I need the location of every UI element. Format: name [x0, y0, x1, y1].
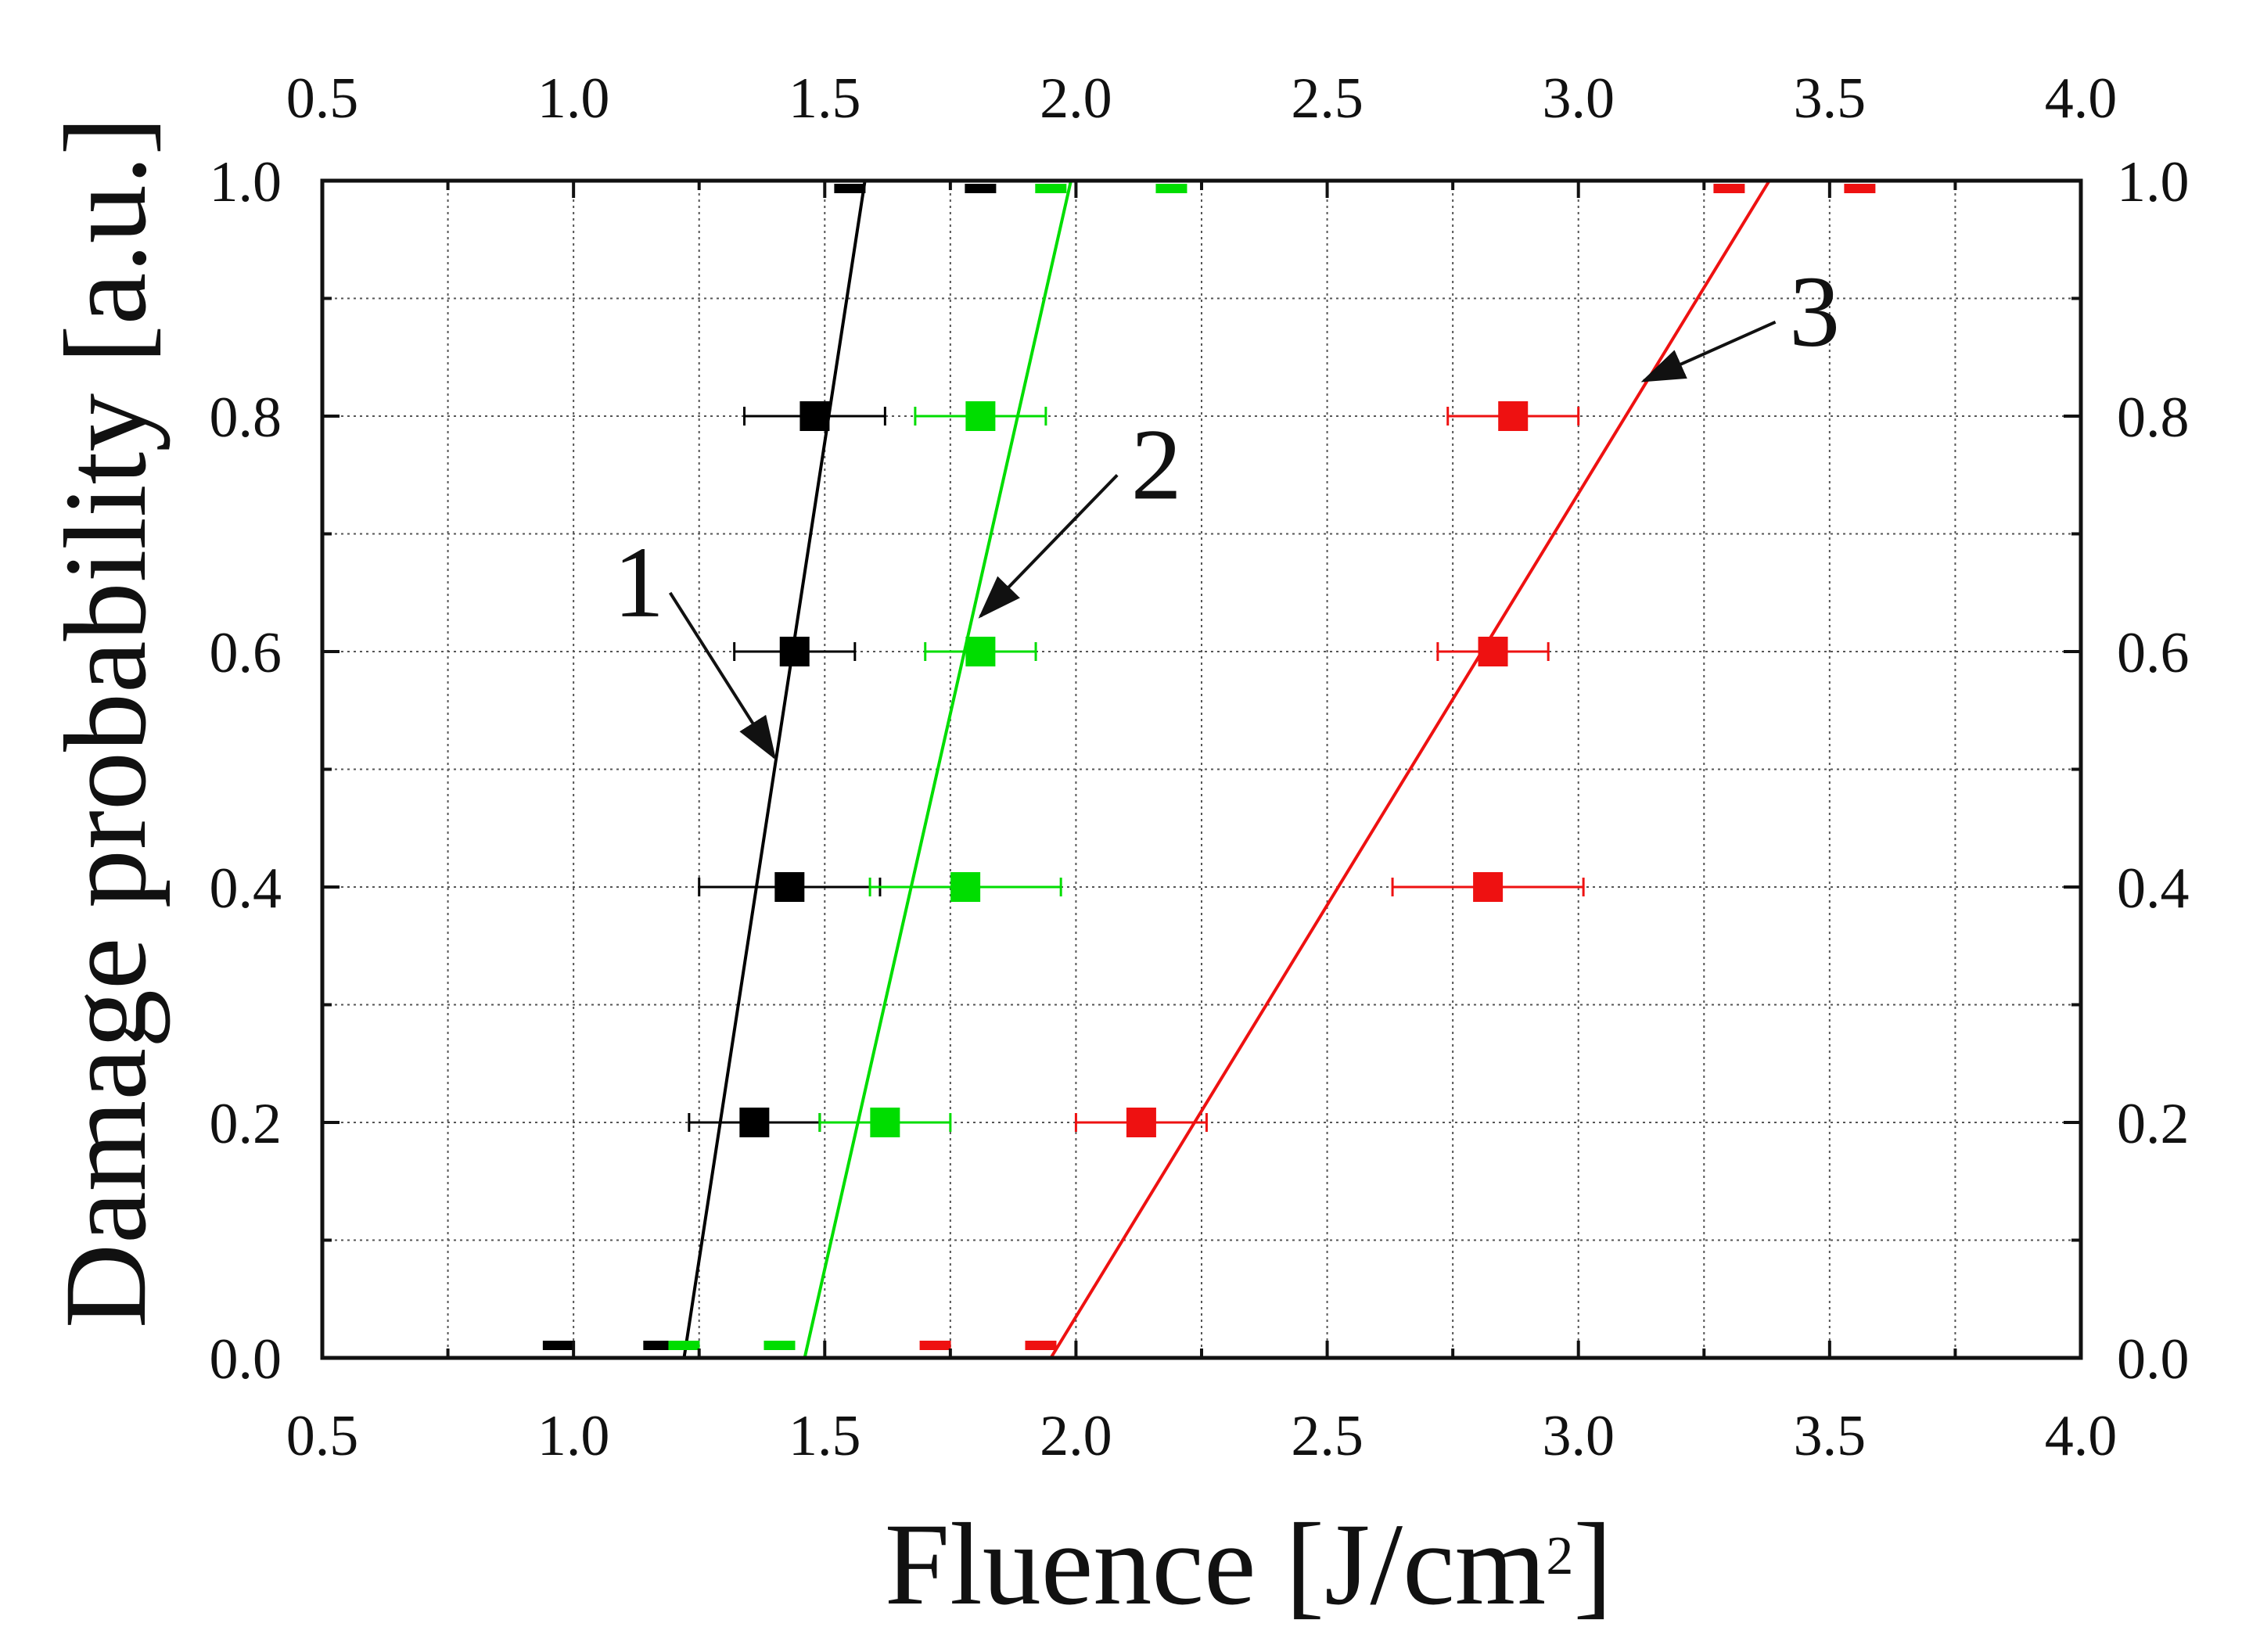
- fit-line: [803, 180, 1072, 1359]
- y-axis-title: Damage probability [a.u.]: [41, 117, 171, 1328]
- x-tick-label-bottom: 4.0: [2045, 1404, 2118, 1468]
- data-point: [774, 872, 805, 902]
- data-points: [542, 184, 1876, 1350]
- data-point: [870, 1108, 900, 1137]
- data-point-dash: [1713, 184, 1745, 193]
- data-point: [950, 872, 981, 902]
- x-tick-label-bottom: 0.5: [286, 1404, 359, 1468]
- data-point-dash: [542, 1341, 574, 1350]
- data-point: [1473, 872, 1504, 902]
- grid: [322, 181, 2081, 1358]
- x-tick-label-top: 4.0: [2045, 66, 2118, 131]
- x-tick-label-bottom: 1.5: [789, 1404, 861, 1468]
- x-tick-label-bottom: 3.0: [1542, 1404, 1615, 1468]
- y-tick-label-left: 0.4: [210, 857, 282, 921]
- x-tick-label-top: 2.5: [1291, 66, 1364, 131]
- x-tick-label-bottom: 1.0: [537, 1404, 610, 1468]
- y-tick-label-right: 1.0: [2117, 150, 2190, 214]
- y-tick-label-right: 0.4: [2117, 857, 2190, 921]
- axis-ticks: 0.50.51.01.01.51.52.02.02.52.53.03.03.53…: [210, 66, 2190, 1468]
- annotation-arrow: [1640, 320, 1777, 382]
- data-point-dash: [668, 1341, 700, 1350]
- data-point-dash: [1025, 1341, 1057, 1350]
- data-point: [1126, 1108, 1156, 1137]
- fit-line: [682, 180, 867, 1359]
- annotation-label: 3: [1789, 256, 1840, 368]
- annotation-arrow: [978, 473, 1119, 619]
- data-point: [799, 401, 830, 431]
- y-tick-label-right: 0.0: [2117, 1327, 2190, 1392]
- data-point: [965, 401, 996, 431]
- x-axis-title-superscript: 2: [1546, 1526, 1573, 1586]
- annotation-label: 2: [1131, 408, 1182, 521]
- x-axis-title-close: ]: [1573, 1499, 1612, 1629]
- data-point-dash: [919, 1341, 951, 1350]
- data-point: [1478, 637, 1508, 666]
- y-tick-label-left: 1.0: [210, 150, 282, 214]
- annotation-arrow: [668, 591, 777, 760]
- data-point: [965, 637, 996, 666]
- data-point-dash: [764, 1341, 796, 1350]
- x-tick-label-top: 2.0: [1040, 66, 1112, 131]
- y-tick-label-left: 0.6: [210, 621, 282, 685]
- x-tick-label-bottom: 2.0: [1040, 1404, 1112, 1468]
- data-point: [779, 637, 810, 666]
- data-point-dash: [1844, 184, 1876, 193]
- y-tick-label-right: 0.8: [2117, 386, 2190, 450]
- data-point-dash: [834, 184, 866, 193]
- y-tick-label-left: 0.8: [210, 386, 282, 450]
- annotation-label: 1: [613, 526, 664, 639]
- x-axis-title: Fluence [J/cm2]: [885, 1499, 1613, 1629]
- x-tick-label-top: 1.5: [789, 66, 861, 131]
- data-point-dash: [1035, 184, 1067, 193]
- y-tick-label-right: 0.6: [2117, 621, 2190, 685]
- x-tick-label-top: 3.5: [1794, 66, 1867, 131]
- x-tick-label-top: 0.5: [286, 66, 359, 131]
- y-tick-label-left: 0.0: [210, 1327, 282, 1392]
- y-tick-label-right: 0.2: [2117, 1092, 2190, 1156]
- data-point-dash: [965, 184, 997, 193]
- x-tick-label-bottom: 3.5: [1794, 1404, 1867, 1468]
- x-tick-label-top: 3.0: [1542, 66, 1615, 131]
- x-tick-label-bottom: 2.5: [1291, 1404, 1364, 1468]
- annotations: 1 2 3: [613, 256, 1840, 760]
- data-point: [739, 1108, 770, 1137]
- y-tick-label-left: 0.2: [210, 1092, 282, 1156]
- data-point-dash: [643, 1341, 675, 1350]
- x-axis-title-main: Fluence [J/cm: [885, 1499, 1547, 1629]
- data-point: [1498, 401, 1529, 431]
- data-point-dash: [1155, 184, 1187, 193]
- x-tick-label-top: 1.0: [537, 66, 610, 131]
